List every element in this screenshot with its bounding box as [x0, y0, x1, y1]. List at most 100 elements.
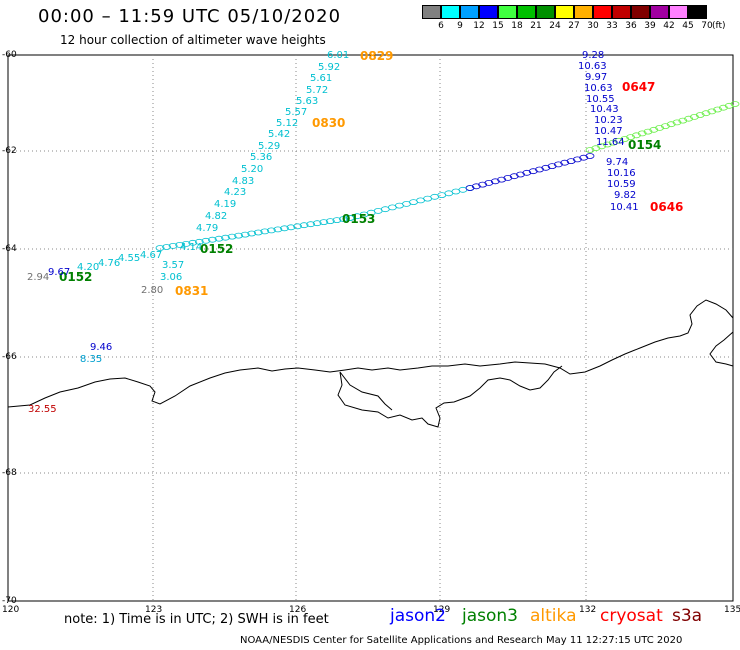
- lat-tick: -62: [2, 146, 17, 156]
- lon-tick: 123: [145, 605, 163, 615]
- track-mark: [478, 181, 488, 188]
- track-mark: [155, 245, 165, 251]
- colorbar-swatch: [555, 5, 574, 19]
- time-label: 0153: [342, 212, 376, 226]
- colorbar-swatch: [479, 5, 498, 19]
- lat-tick: -66: [2, 352, 17, 362]
- lon-tick: 126: [289, 605, 307, 615]
- track-mark: [522, 169, 532, 176]
- track-mark: [214, 235, 224, 242]
- track-mark: [162, 244, 172, 250]
- track-mark: [643, 128, 653, 135]
- footer-note: note: 1) Time is in UTC; 2) SWH is in fe…: [64, 612, 329, 627]
- lon-tick: 135: [724, 605, 740, 615]
- track-mark: [188, 239, 198, 246]
- time-label: 0154: [628, 138, 662, 152]
- colorbar-swatch: [631, 5, 650, 19]
- swh-label: 9.82: [614, 190, 637, 201]
- colorbar-label: 12: [473, 21, 485, 31]
- swh-label: 5.29: [258, 141, 281, 152]
- swh-label: 4.67: [140, 250, 163, 261]
- mission-altika: altika: [530, 606, 577, 626]
- colorbar-swatch: [441, 5, 460, 19]
- swh-label: 10.55: [586, 94, 615, 105]
- map-frame: [7, 54, 734, 602]
- time-label: 0646: [650, 200, 684, 214]
- track-mark: [503, 174, 513, 181]
- swh-label: 4.20: [77, 262, 100, 273]
- track-mark: [175, 241, 185, 248]
- track-mark: [678, 117, 688, 124]
- track-mark: [201, 237, 211, 244]
- colorbar-swatch: [688, 5, 707, 19]
- colorbar-label: 30: [587, 21, 599, 31]
- swh-label: 10.41: [610, 202, 639, 213]
- track-mark: [293, 223, 303, 230]
- track-mark: [585, 153, 595, 159]
- track-mark: [181, 240, 191, 247]
- track-mark: [626, 134, 635, 141]
- swh-label: 4.79: [196, 223, 219, 234]
- track-mark: [260, 228, 270, 235]
- track-mark: [730, 101, 740, 107]
- colorbar-label: 39: [644, 21, 656, 31]
- swh-label: 4.19: [214, 199, 237, 210]
- lon-tick: 120: [2, 605, 20, 615]
- swh-label: 5.72: [306, 85, 329, 96]
- swh-label: 10.59: [607, 179, 636, 190]
- colorbar-label: 33: [606, 21, 618, 31]
- track-mark: [560, 159, 570, 166]
- swh-label: 5.61: [310, 73, 333, 84]
- lat-tick: -68: [2, 468, 17, 478]
- colorbar-swatch: [574, 5, 593, 19]
- track-mark: [701, 110, 711, 117]
- swh-label: 4.82: [205, 211, 228, 222]
- colorbar-label: 36: [625, 21, 637, 31]
- colorbar-swatch: [612, 5, 631, 19]
- swh-label: 5.57: [285, 107, 308, 118]
- gridlines: [8, 55, 733, 601]
- track-mark: [541, 164, 551, 171]
- swh-label: 10.47: [594, 126, 623, 137]
- swh-label: 9.28: [582, 50, 605, 61]
- track-mark: [620, 136, 630, 142]
- track-mark: [247, 230, 257, 237]
- mission-jason2: jason2: [390, 606, 446, 626]
- colorbar-swatch: [498, 5, 517, 19]
- colorbar-label: 6: [438, 21, 444, 31]
- track-mark: [266, 227, 276, 234]
- swh-label: 4.23: [224, 187, 247, 198]
- track-mark: [707, 108, 717, 115]
- swh-label: 9.74: [606, 157, 629, 168]
- track-mark: [319, 219, 329, 226]
- track-mark: [471, 183, 481, 190]
- mission-jason3: jason3: [462, 606, 518, 626]
- colorbar-label: 45: [682, 21, 694, 31]
- track-mark: [649, 126, 659, 133]
- swh-label: 10.23: [594, 115, 623, 126]
- track-mark: [286, 224, 296, 231]
- swh-label: 8.35: [80, 354, 103, 365]
- track-mark: [207, 236, 217, 243]
- colorbar-label: 9: [457, 21, 463, 31]
- track-mark: [240, 231, 250, 238]
- track-mark: [299, 222, 309, 229]
- swh-label: 4.14: [180, 242, 203, 253]
- lon-tick: 129: [433, 605, 451, 615]
- swh-label: 10.63: [584, 83, 613, 94]
- swh-label: 2.80: [141, 285, 164, 296]
- track-mark: [528, 168, 538, 175]
- track-mark: [614, 137, 624, 144]
- swh-label: 5.92: [318, 62, 341, 73]
- track-mark: [273, 226, 283, 233]
- track-mark: [516, 171, 525, 178]
- antarctic-coastline: [7, 299, 734, 428]
- colorbar-label: 27: [568, 21, 580, 31]
- time-label: 0647: [622, 80, 656, 94]
- swh-label: 10.63: [578, 61, 607, 72]
- colorbar-swatch: [460, 5, 479, 19]
- track-mark: [695, 112, 705, 118]
- track-mark: [608, 139, 618, 146]
